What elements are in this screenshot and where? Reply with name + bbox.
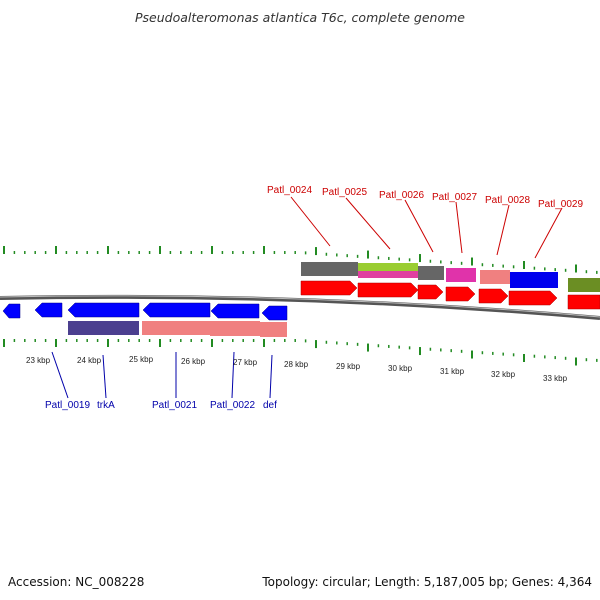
ruler-label-26kbp: 26 kbp: [181, 357, 206, 366]
genome-backbone: [0, 294, 600, 320]
outer-tick-marks: [3, 246, 598, 274]
gene-arrow-patl-0024[interactable]: [300, 280, 358, 296]
gene-arrow-patl-0029[interactable]: [508, 290, 558, 306]
gene-label-patl-0026[interactable]: Patl_0026: [379, 190, 424, 201]
inner-tick-marks: [3, 339, 598, 366]
ruler-label-23kbp: 23 kbp: [26, 356, 51, 365]
map-title: Pseudoalteromonas atlantica T6c, complet…: [135, 10, 465, 25]
gene-arrow-def[interactable]: [261, 305, 288, 321]
gene-label-patl-0028[interactable]: Patl_0028: [485, 195, 530, 206]
ruler-label-24kbp: 24 kbp: [77, 356, 102, 365]
ruler-label-31kbp: 31 kbp: [440, 367, 465, 376]
accession-text: Accession: NC_008228: [8, 575, 145, 589]
reverse-gene-track: [2, 302, 288, 321]
ruler-label-28kbp: 28 kbp: [284, 360, 309, 369]
gene-arrow-patl-0022[interactable]: [210, 303, 260, 319]
gene-arrow-next[interactable]: [567, 294, 600, 310]
gene-arrow-patl-0019[interactable]: [34, 302, 63, 318]
ruler-label-33kbp: 33 kbp: [543, 374, 568, 383]
gene-arrow-patl-0021[interactable]: [142, 302, 211, 318]
gene-arrow-patl-0027[interactable]: [445, 286, 476, 302]
gene-label-patl-0022[interactable]: Patl_0022: [210, 400, 255, 411]
gene-label-def[interactable]: def: [263, 400, 277, 411]
gene-label-trka[interactable]: trkA: [97, 400, 115, 411]
gene-label-patl-0021[interactable]: Patl_0021: [152, 400, 197, 411]
gene-label-patl-0029[interactable]: Patl_0029: [538, 199, 583, 210]
gene-label-patl-0027[interactable]: Patl_0027: [432, 192, 477, 203]
ruler-label-29kbp: 29 kbp: [336, 362, 361, 371]
gene-label-patl-0019[interactable]: Patl_0019: [45, 400, 90, 411]
gene-arrow-patl-0026[interactable]: [417, 284, 444, 300]
genome-summary-text: Topology: circular; Length: 5,187,005 bp…: [262, 575, 592, 589]
ruler-label-30kbp: 30 kbp: [388, 364, 413, 373]
gene-arrow-trka[interactable]: [67, 302, 140, 318]
ruler-label-27kbp: 27 kbp: [233, 358, 258, 367]
forward-gene-track: [300, 280, 600, 310]
gene-arrow-patl-0028[interactable]: [478, 288, 509, 304]
gene-arrow-left[interactable]: [2, 303, 21, 319]
gene-arrow-patl-0025[interactable]: [357, 282, 419, 298]
ruler-label-32kbp: 32 kbp: [491, 370, 516, 379]
gene-label-patl-0025[interactable]: Patl_0025: [322, 187, 367, 198]
gc-track-top: [301, 262, 600, 292]
gc-track-bottom: [68, 321, 287, 337]
ruler-label-25kbp: 25 kbp: [129, 355, 154, 364]
gene-label-patl-0024[interactable]: Patl_0024: [267, 185, 312, 196]
